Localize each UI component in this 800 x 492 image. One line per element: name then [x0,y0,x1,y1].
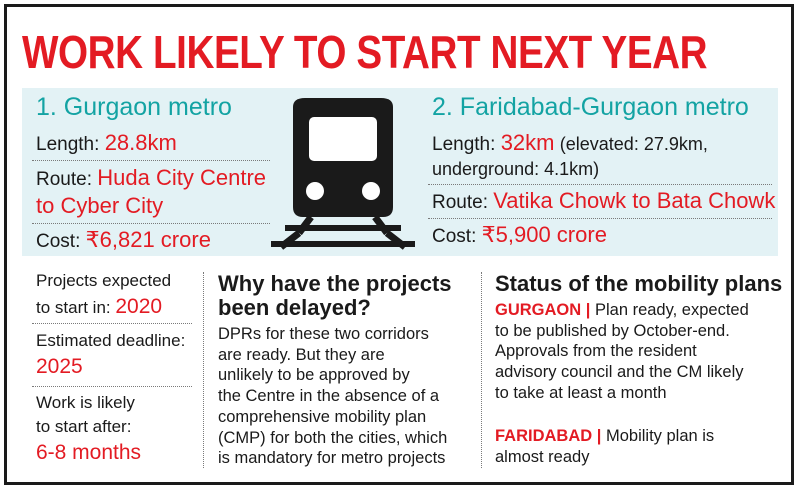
gurgaon-route-value-2: to Cyber City [36,193,164,218]
gurgaon-route-cont: to Cyber City [36,194,163,220]
faridabad-heading: 2. Faridabad-Gurgaon metro [432,93,749,121]
delay-line: (CMP) for both the cities, which [218,428,448,447]
delay-line: DPRs for these two corridors [218,325,429,343]
status-line: Mobility plan is [605,427,715,445]
faridabad-length-note-1: (elevated: 27.9km, [559,134,708,154]
status-line: to take at least a month [495,383,667,402]
gurgaon-length-label: Length: [36,134,100,155]
status-faridabad-tag: FARIDABAD | [495,427,602,445]
faridabad-length: Length: 32km (elevated: 27.9km, [432,131,708,157]
gurgaon-cost-label: Cost: [36,231,81,252]
projects-start: to start in: 2020 [36,294,162,320]
faridabad-route: Route: Vatika Chowk to Bata Chowk [432,189,775,215]
faridabad-cost-value: ₹5,900 crore [481,222,607,247]
status-line: Approvals from the resident [495,342,697,361]
faridabad-length-value: 32km [500,130,555,155]
deadline-value: 2025 [36,355,83,378]
delay-line: the Centre in the absence of a [218,387,440,406]
metro-train-icon [271,98,415,250]
status-gurgaon-tag: GURGAON | [495,301,591,319]
delay-heading-2: been delayed? [218,295,371,320]
delay-line: are ready. But they are [218,345,385,364]
deadline-label: Estimated deadline: [36,331,186,350]
divider [32,223,270,224]
gurgaon-length: Length: 28.8km [36,131,177,157]
gurgaon-heading: 1. Gurgaon metro [36,93,232,121]
status-gurgaon: GURGAON | Plan ready, expected to be pub… [495,300,749,404]
divider [32,323,192,324]
faridabad-route-value: Vatika Chowk to Bata Chowk [493,188,776,213]
delay-body: DPRs for these two corridors are ready. … [218,324,447,469]
delay-line: is mandatory for metro projects [218,449,446,468]
status-line: almost ready [495,447,590,466]
faridabad-cost-label: Cost: [432,226,477,247]
divider [32,160,270,161]
divider [428,184,772,185]
faridabad-length-note-2: underground: 4.1km) [432,159,600,179]
page-title: WORK LIKELY TO START NEXT YEAR [22,26,708,78]
work-label-1: Work is likely [36,393,135,412]
infographic-frame [4,4,794,485]
faridabad-route-label: Route: [432,192,488,213]
gurgaon-route-value-1: Huda City Centre [97,165,267,190]
work-label-2: to start after: [36,417,132,436]
delay-heading-1: Why have the projects [218,271,452,296]
status-line: to be published by October-end. [495,321,730,340]
work-value: 6-8 months [36,441,142,464]
status-heading: Status of the mobility plans [495,271,783,296]
gurgaon-cost-value: ₹6,821 crore [85,227,211,252]
gurgaon-route: Route: Huda City Centre [36,166,266,192]
gurgaon-length-value: 28.8km [104,130,177,155]
column-divider [481,272,482,468]
status-line: advisory council and the CM likely [495,363,744,382]
faridabad-length-label: Length: [432,134,496,155]
delay-line: unlikely to be approved by [218,366,410,385]
faridabad-cost: Cost: ₹5,900 crore [432,223,607,249]
delay-line: comprehensive mobility plan [218,407,427,426]
projects-value: 2020 [115,295,163,318]
column-divider [203,272,204,468]
status-faridabad: FARIDABAD | Mobility plan is almost read… [495,426,714,467]
gurgaon-route-label: Route: [36,169,92,190]
divider [428,218,772,219]
divider [32,386,192,387]
status-line: Plan ready, expected [594,301,749,319]
projects-label-1: Projects expected [36,271,172,290]
gurgaon-cost: Cost: ₹6,821 crore [36,228,211,254]
projects-label-2: to start in: [36,298,111,317]
